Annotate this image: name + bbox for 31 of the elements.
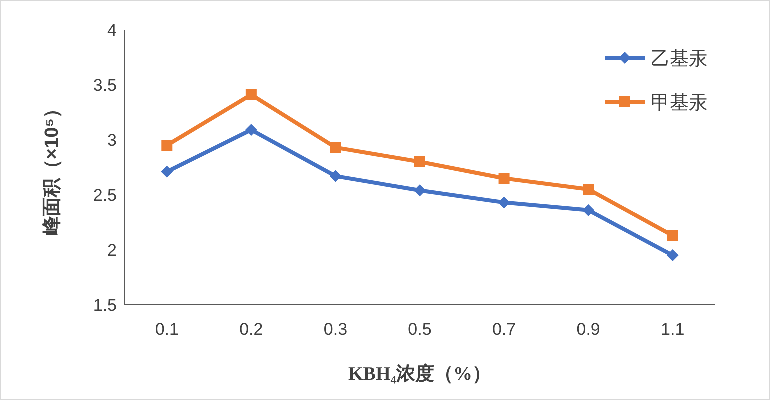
x-tick-label: 0.5 bbox=[408, 320, 432, 339]
point bbox=[330, 170, 342, 182]
x-tick-label: 0.1 bbox=[155, 320, 179, 339]
point bbox=[498, 196, 510, 209]
legend-label: 乙基汞 bbox=[651, 49, 708, 70]
point bbox=[583, 184, 594, 195]
legend-label: 甲基汞 bbox=[651, 93, 708, 114]
point bbox=[414, 156, 426, 168]
point bbox=[666, 250, 679, 262]
point bbox=[162, 140, 173, 151]
x-tick-label: 1.1 bbox=[661, 320, 685, 339]
x-tick-label: 0.7 bbox=[492, 320, 516, 339]
x-axis-title: KBH₄浓度（%） bbox=[348, 363, 492, 385]
point bbox=[498, 173, 510, 184]
point bbox=[161, 166, 174, 178]
point bbox=[330, 142, 342, 154]
y-axis-title: 峰面积（×10⁵） bbox=[42, 99, 63, 236]
y-tick-label: 1.5 bbox=[93, 296, 117, 315]
y-tick-label: 3.5 bbox=[93, 76, 117, 95]
y-tick-label: 4 bbox=[108, 21, 117, 40]
y-tick-label: 2 bbox=[108, 241, 117, 260]
point bbox=[582, 204, 595, 216]
x-tick-label: 0.2 bbox=[240, 320, 264, 339]
point bbox=[245, 124, 258, 136]
x-tick-label: 0.3 bbox=[324, 320, 348, 339]
y-tick-label: 2.5 bbox=[93, 186, 117, 205]
y-tick-label: 3 bbox=[108, 131, 117, 150]
x-tick-label: 0.9 bbox=[576, 320, 600, 339]
point bbox=[414, 184, 426, 197]
point bbox=[246, 89, 257, 100]
point bbox=[667, 230, 678, 242]
